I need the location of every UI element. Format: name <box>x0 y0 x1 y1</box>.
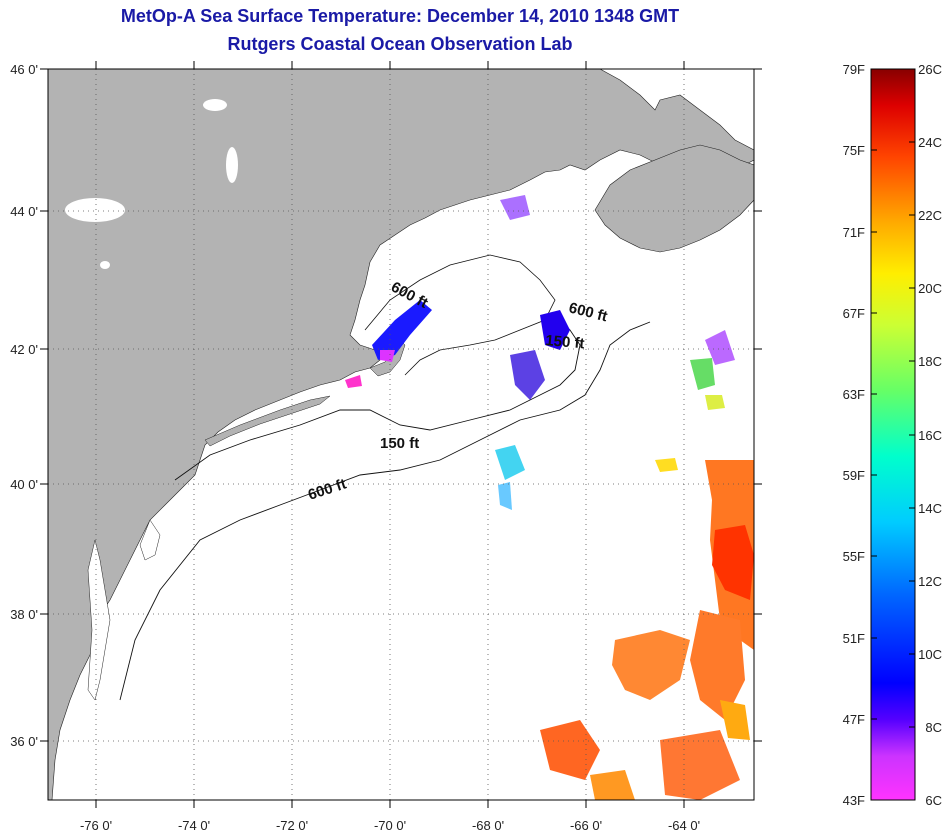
map-title: MetOp-A Sea Surface Temperature: Decembe… <box>120 6 680 26</box>
sst-patch-cold <box>540 310 570 350</box>
colorbar-c-label: 6C <box>925 793 942 808</box>
map-frame <box>47 68 755 801</box>
contour-150ft <box>174 319 581 481</box>
lat-label: 40 0' <box>10 477 38 492</box>
lat-label: 46 0' <box>10 62 38 77</box>
lat-label: 42 0' <box>10 342 38 357</box>
sst-patch-green <box>690 358 715 390</box>
sst-patch-purple <box>705 330 735 365</box>
sst-patch-yellow <box>705 395 725 410</box>
colorbar-c-label: 14C <box>918 501 942 516</box>
lake <box>226 147 238 183</box>
colorbar-c-label: 22C <box>918 208 942 223</box>
land-nova-scotia <box>594 144 754 253</box>
sst-patch-magenta <box>380 350 395 362</box>
lon-label: -70 0' <box>374 818 406 833</box>
sst-patch-teal <box>498 482 512 510</box>
colorbar-f-label: 63F <box>843 387 865 402</box>
lon-label: -66 0' <box>570 818 602 833</box>
lake <box>203 99 227 111</box>
sst-patch-teal <box>495 445 525 480</box>
lat-label: 36 0' <box>10 734 38 749</box>
sst-patch-orange <box>720 700 750 740</box>
colorbar-c-label: 18C <box>918 354 942 369</box>
lake <box>100 261 110 269</box>
sst-patch-purple <box>500 195 530 220</box>
colorbar-c-label: 8C <box>925 720 942 735</box>
sst-patch-warm <box>690 610 745 720</box>
contour-600ft-gulf <box>364 254 556 376</box>
colorbar-f-label: 75F <box>843 143 865 158</box>
colorbar-c-ticks <box>909 68 915 801</box>
colorbar-f-label: 71F <box>843 225 865 240</box>
contour-label: 150 ft <box>380 435 419 452</box>
lon-label: -64 0' <box>668 818 700 833</box>
sst-patch-yellow <box>655 458 678 472</box>
colorbar-f-label: 47F <box>843 712 865 727</box>
colorbar-f-label: 43F <box>843 793 865 808</box>
sst-patch-orange <box>590 770 635 800</box>
lon-label: -76 0' <box>80 818 112 833</box>
colorbar-c-label: 12C <box>918 574 942 589</box>
lon-ticks <box>95 61 685 808</box>
contour-600ft <box>119 321 651 701</box>
colorbar-c-label: 10C <box>918 647 942 662</box>
sst-patch-magenta <box>345 375 362 388</box>
lon-label: -74 0' <box>178 818 210 833</box>
long-island <box>204 395 331 447</box>
colorbar-c-label: 16C <box>918 428 942 443</box>
sst-patch-warm <box>612 630 690 700</box>
sst-patch-warm <box>540 720 600 780</box>
colorbar-c-label: 24C <box>918 135 942 150</box>
lon-label: -68 0' <box>472 818 504 833</box>
lake <box>65 198 125 222</box>
lon-label: -72 0' <box>276 818 308 833</box>
sst-patch-cold <box>510 350 545 400</box>
sst-patch-cold <box>372 300 432 360</box>
colorbar-c-label: 20C <box>918 281 942 296</box>
colorbar-f-label: 51F <box>843 631 865 646</box>
contour-label: 150 ft <box>545 332 586 352</box>
map-subtitle: Rutgers Coastal Ocean Observation Lab <box>227 34 573 54</box>
colorbar-f-ticks <box>871 68 877 801</box>
sst-patch-warm <box>660 730 740 800</box>
sst-patch-hot <box>712 525 754 600</box>
lat-label: 38 0' <box>10 607 38 622</box>
colorbar-f-label: 55F <box>843 549 865 564</box>
lat-label: 44 0' <box>10 204 38 219</box>
delaware-bay <box>139 519 161 561</box>
lat-ticks <box>40 68 762 742</box>
colorbar-f-label: 59F <box>843 468 865 483</box>
graticule <box>48 69 754 800</box>
colorbar-c-label: 26C <box>918 62 942 77</box>
colorbar-f-label: 67F <box>843 306 865 321</box>
chesapeake-bay <box>87 539 111 701</box>
colorbar-f-label: 79F <box>843 62 865 77</box>
colorbar <box>870 68 916 801</box>
